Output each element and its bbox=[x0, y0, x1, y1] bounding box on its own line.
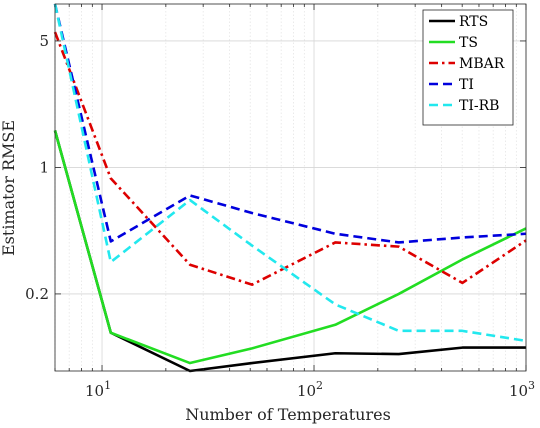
y-ticks: 0.2 1 5 bbox=[25, 32, 526, 303]
legend-label-rts: RTS bbox=[459, 14, 488, 30]
plot-frame bbox=[54, 3, 527, 372]
grid bbox=[54, 4, 527, 371]
series-line-ts bbox=[53, 130, 527, 365]
y-tick-label: 0.2 bbox=[25, 285, 49, 303]
series-line-ti bbox=[53, 3, 527, 244]
x-tick-label: 103 bbox=[509, 379, 535, 400]
x-tick-label: 102 bbox=[297, 379, 323, 400]
y-tick-label: 1 bbox=[39, 158, 49, 176]
legend-label-mbar: MBAR bbox=[459, 56, 505, 72]
y-axis-label: Estimator RMSE bbox=[0, 120, 18, 256]
series-layer bbox=[53, 3, 527, 373]
legend: RTS TS MBAR TI TI-RB bbox=[422, 9, 514, 126]
y-tick-label: 5 bbox=[39, 32, 49, 50]
series-line-mbar bbox=[53, 31, 527, 286]
series-line-ti-rb bbox=[53, 3, 527, 343]
x-axis-label: Number of Temperatures bbox=[185, 405, 391, 424]
legend-label-ts: TS bbox=[459, 35, 478, 51]
x-ticks: 101 102 103 bbox=[54, 4, 535, 400]
legend-label-ti-rb: TI-RB bbox=[459, 98, 499, 114]
legend-label-ti: TI bbox=[459, 77, 474, 93]
x-tick-label: 101 bbox=[85, 379, 111, 400]
